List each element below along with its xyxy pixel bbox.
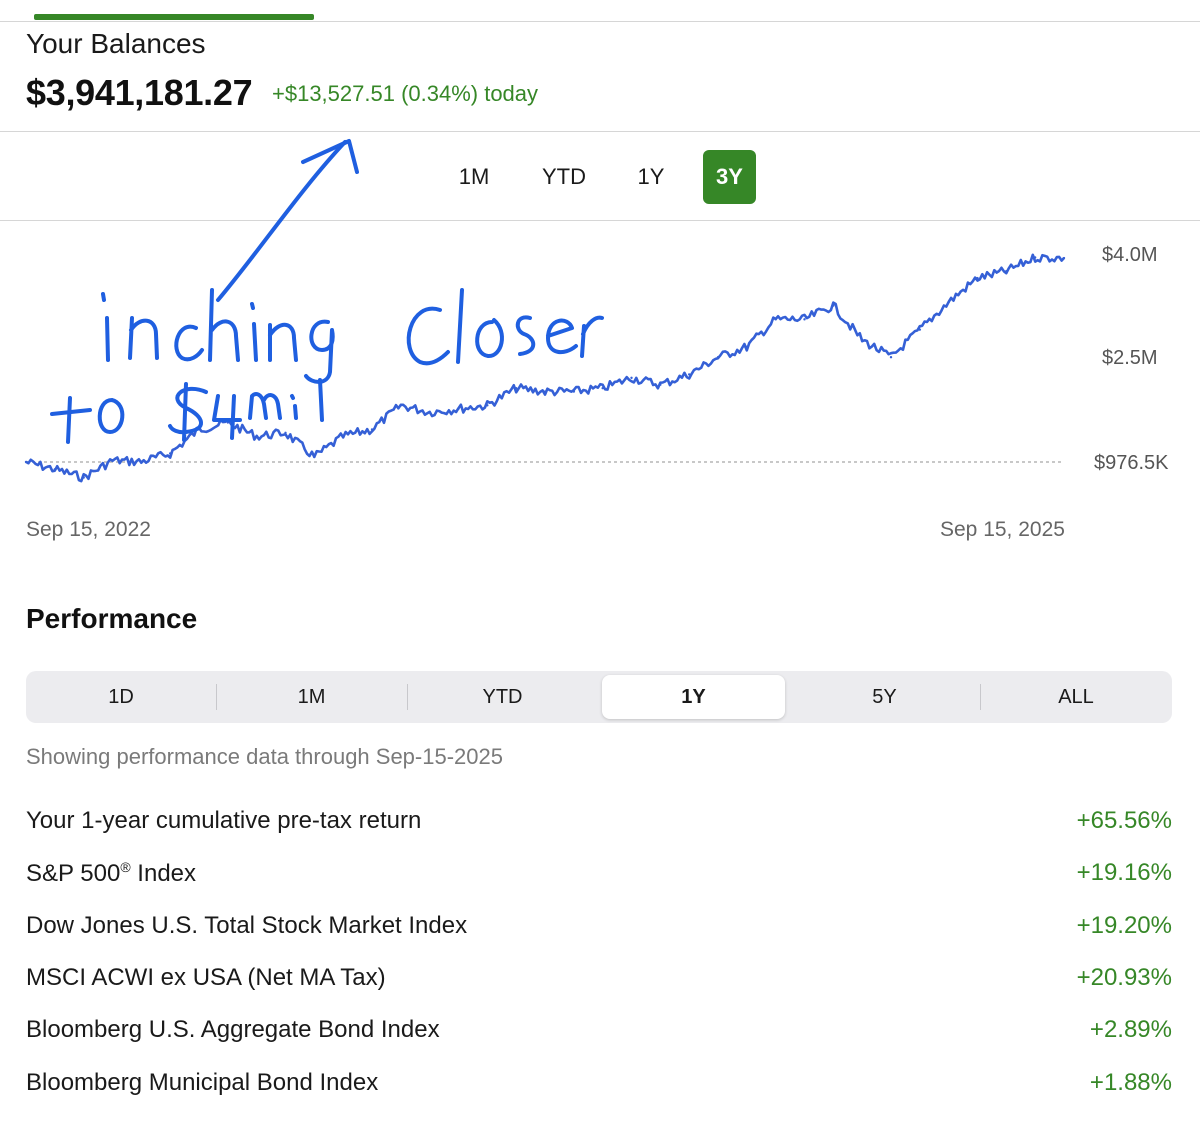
data-point xyxy=(486,404,489,407)
performance-row: S&P 500® Index +19.16% xyxy=(26,859,1172,895)
segment-divider xyxy=(407,684,408,710)
data-point xyxy=(889,355,893,359)
performance-note: Showing performance data through Sep-15-… xyxy=(26,744,503,769)
data-point xyxy=(514,386,518,390)
perf-tab-ytd[interactable]: YTD xyxy=(482,686,523,708)
data-point xyxy=(255,435,258,438)
data-point xyxy=(543,390,547,393)
performance-row: Dow Jones U.S. Total Stock Market Index … xyxy=(26,912,1172,948)
data-point xyxy=(284,431,287,435)
data-point xyxy=(24,460,28,464)
data-point xyxy=(716,355,720,359)
y-tick-label: $2.5M xyxy=(1102,347,1158,369)
data-point xyxy=(832,304,835,307)
performance-label: S&P 500 xyxy=(26,860,121,887)
segment-divider xyxy=(980,684,981,710)
performance-row: MSCI ACWI ex USA (Net MA Tax) +20.93% xyxy=(26,964,1172,1000)
perf-tab-1y[interactable]: 1Y xyxy=(602,675,785,719)
data-point xyxy=(197,428,201,431)
performance-value: +20.93% xyxy=(1076,964,1172,991)
divider xyxy=(0,21,1200,22)
performance-period-selector: 1D 1M YTD 1Y 5Y ALL xyxy=(26,671,1172,723)
data-point xyxy=(774,318,777,321)
range-tab-ytd[interactable]: YTD xyxy=(542,164,586,189)
data-point xyxy=(630,376,633,380)
performance-label: Bloomberg Municipal Bond Index xyxy=(26,1069,379,1096)
balances-title: Your Balances xyxy=(26,28,206,59)
data-point xyxy=(918,328,922,331)
performance-value: +65.56% xyxy=(1076,807,1172,834)
performance-value: +2.89% xyxy=(1089,1016,1172,1043)
performance-row: Bloomberg Municipal Bond Index +1.88% xyxy=(26,1069,1172,1105)
data-point xyxy=(745,345,749,349)
data-point xyxy=(140,460,143,463)
performance-label: Bloomberg U.S. Aggregate Bond Index xyxy=(26,1016,440,1043)
data-point xyxy=(1033,256,1037,259)
performance-label: MSCI ACWI ex USA (Net MA Tax) xyxy=(26,964,386,991)
balance-chart[interactable]: $4.0M $2.5M $976.5K xyxy=(0,222,1200,512)
data-point xyxy=(341,435,345,438)
balance-line xyxy=(25,253,1065,483)
data-point xyxy=(601,386,604,390)
data-point xyxy=(313,455,316,459)
data-point xyxy=(976,276,979,280)
data-point xyxy=(947,300,950,304)
chart-range-tabs: 1M YTD 1Y 3Y xyxy=(0,150,1200,204)
daily-change: +$13,527.51 (0.34%) today xyxy=(272,81,539,106)
data-point xyxy=(1062,256,1066,260)
range-tab-1y[interactable]: 1Y xyxy=(637,164,665,189)
data-point xyxy=(1005,269,1008,273)
perf-tab-1m[interactable]: 1M xyxy=(297,686,326,708)
data-point xyxy=(687,373,691,376)
y-tick-label: $4.0M xyxy=(1102,244,1158,266)
performance-title: Performance xyxy=(26,603,198,634)
performance-label-suffix: Index xyxy=(130,860,197,887)
data-point xyxy=(53,468,57,471)
performance-label: Your 1-year cumulative pre-tax return xyxy=(26,807,422,834)
x-end-label: Sep 15, 2025 xyxy=(940,518,1065,541)
range-tab-3y[interactable]: 3Y xyxy=(703,150,756,204)
x-start-label: Sep 15, 2022 xyxy=(26,518,151,541)
performance-label: Dow Jones U.S. Total Stock Market Index xyxy=(26,912,468,939)
performance-value: +19.20% xyxy=(1076,912,1172,939)
performance-value: +19.16% xyxy=(1076,859,1172,886)
perf-tab-5y[interactable]: 5Y xyxy=(872,686,897,708)
data-point xyxy=(370,428,374,431)
data-point xyxy=(428,411,431,414)
segment-divider xyxy=(216,684,217,710)
tab-indicator xyxy=(34,14,314,20)
data-point xyxy=(111,459,114,462)
perf-tab-1d[interactable]: 1D xyxy=(108,686,134,708)
data-point xyxy=(457,407,460,410)
divider xyxy=(0,220,1200,221)
data-point xyxy=(803,318,806,321)
performance-row: Your 1-year cumulative pre-tax return +6… xyxy=(26,807,1172,843)
data-point xyxy=(399,404,403,407)
data-point xyxy=(168,452,172,455)
data-point xyxy=(572,390,576,393)
registered-mark: ® xyxy=(120,859,131,875)
data-point xyxy=(82,476,85,479)
range-tab-1m[interactable]: 1M xyxy=(458,164,490,189)
performance-row: Bloomberg U.S. Aggregate Bond Index +2.8… xyxy=(26,1016,1172,1052)
performance-value: +1.88% xyxy=(1089,1069,1172,1096)
data-point xyxy=(226,421,230,424)
y-tick-label: $976.5K xyxy=(1094,452,1169,474)
data-point xyxy=(860,338,864,342)
divider xyxy=(0,131,1200,132)
performance-label-group: S&P 500® Index xyxy=(26,859,196,888)
data-point xyxy=(659,383,662,386)
perf-tab-all[interactable]: ALL xyxy=(1058,686,1094,708)
balance-amount: $3,941,181.27 xyxy=(26,72,253,113)
